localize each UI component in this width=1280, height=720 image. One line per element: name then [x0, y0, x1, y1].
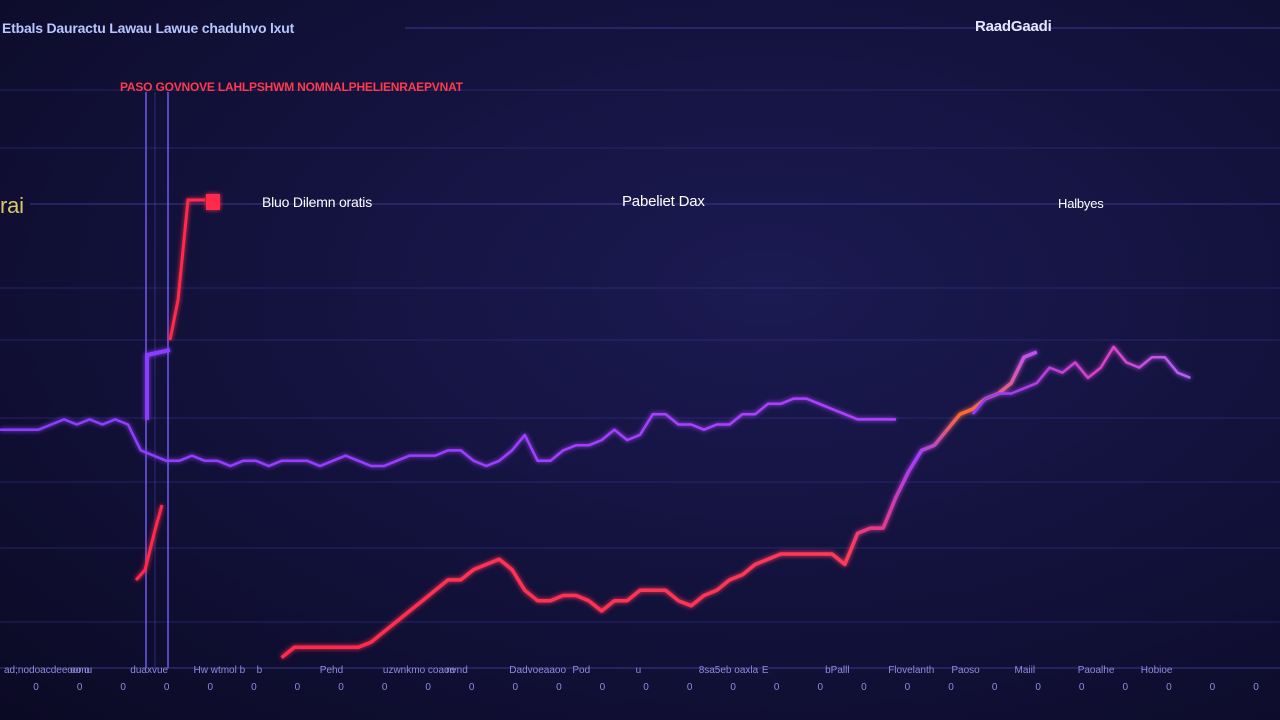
series-line-magenta — [971, 345, 1191, 415]
x-tick-label: 0 — [33, 682, 39, 693]
x-tick-label: 0 — [1035, 682, 1041, 693]
x-axis-label: uzwnkmo coaoe — [383, 665, 456, 676]
x-axis-label: bPalll — [825, 665, 849, 676]
series-layer — [0, 345, 1191, 659]
x-tick-label: 0 — [687, 682, 693, 693]
x-axis-label: u — [636, 665, 642, 676]
x-axis-label: Paoso — [951, 665, 980, 676]
x-axis-label: nvnd — [446, 665, 468, 676]
x-tick-label: 0 — [948, 682, 954, 693]
x-axis-label: Pod — [572, 665, 590, 676]
x-tick-label: 0 — [861, 682, 867, 693]
x-tick-label: 0 — [1123, 682, 1129, 693]
row-label-b: Pabeliet Dax — [622, 193, 705, 210]
x-tick-label: 0 — [295, 682, 301, 693]
x-axis-label: E — [762, 665, 769, 676]
red-spike-marker — [206, 194, 220, 210]
x-tick-label: 0 — [1210, 682, 1216, 693]
x-axis-label: oomu — [67, 665, 92, 676]
bottom-axis-ticks: 0 0 0 0 0 0 0 0 0 0 0 0 0 0 0 0 0 0 0 0 0 0 0 0 0 0 0 0 0 ad;nodoacde… — [4, 665, 1259, 693]
series-line-red — [280, 350, 1038, 659]
x-tick-label: 0 — [774, 682, 780, 693]
x-axis-label: Hobioe — [1141, 665, 1173, 676]
x-tick-label: 0 — [1166, 682, 1172, 693]
x-tick-label: 0 — [818, 682, 824, 693]
x-tick-label: 0 — [338, 682, 344, 693]
x-tick-label: 0 — [905, 682, 911, 693]
x-axis-label: duaxvue — [130, 665, 168, 676]
x-tick-label: 0 — [469, 682, 475, 693]
red-spike-lower — [134, 504, 164, 582]
x-axis-label: Flovelanth — [888, 665, 934, 676]
x-tick-label: 0 — [730, 682, 736, 693]
x-tick-label: 0 — [1079, 682, 1085, 693]
series-line-purple — [0, 397, 896, 468]
x-tick-label: 0 — [643, 682, 649, 693]
x-tick-label: 0 — [251, 682, 257, 693]
chart-header-title: Etbals Dauractu Lawau Lawue chaduhvo lxu… — [2, 20, 295, 36]
x-tick-label: 0 — [600, 682, 606, 693]
purple-spike — [145, 348, 171, 420]
x-axis-label: Hw wtmol b — [194, 665, 246, 676]
x-axis-label: 8sa5eb oaxla — [699, 665, 759, 676]
chart-header-right-label: RaadGaadi — [975, 18, 1052, 35]
x-tick-label: 0 — [382, 682, 388, 693]
row-label-a: Bluo Dilemn oratis — [262, 194, 372, 210]
grid-lines — [0, 27, 1280, 669]
red-spike-upper — [168, 198, 205, 341]
x-axis-label: Maiil — [1015, 665, 1036, 676]
x-axis-label: Dadvoeaaoo — [509, 665, 566, 676]
x-tick-label: 0 — [208, 682, 214, 693]
x-tick-label: 0 — [992, 682, 998, 693]
x-tick-label: 0 — [77, 682, 83, 693]
x-axis-label: Paoalhe — [1078, 665, 1115, 676]
row-label-c: Halbyes — [1058, 196, 1104, 211]
x-tick-label: 0 — [425, 682, 431, 693]
x-tick-label: 0 — [164, 682, 170, 693]
left-spike — [134, 194, 220, 582]
row-label-left: rai — [0, 193, 24, 218]
x-axis-label: b — [257, 665, 263, 676]
x-tick-label: 0 — [1253, 682, 1259, 693]
red-caption: PASO GOVNOVE LAHLPSHWM NOMNALPHELIENRAEP… — [120, 80, 463, 94]
x-axis-label: ad;nodoacdee oo o — [4, 665, 90, 676]
x-axis-label: Pehd — [320, 665, 343, 676]
x-tick-label: 0 — [513, 682, 519, 693]
x-tick-label: 0 — [556, 682, 562, 693]
x-tick-label: 0 — [120, 682, 126, 693]
